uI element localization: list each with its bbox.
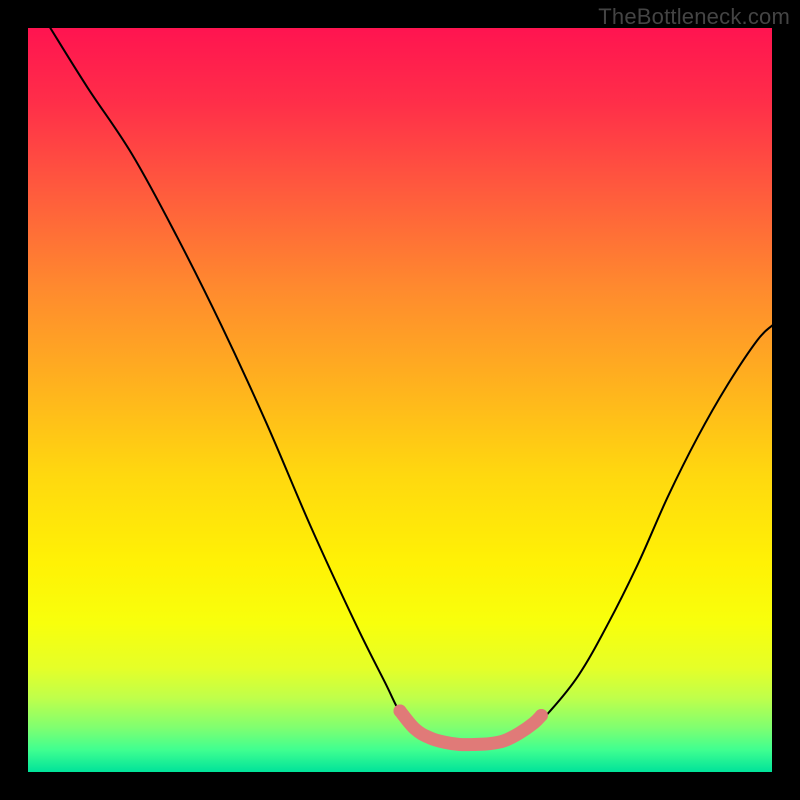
gradient-background	[28, 28, 772, 772]
plot-area	[28, 28, 772, 772]
attribution-text: TheBottleneck.com	[598, 4, 790, 30]
chart-frame: TheBottleneck.com	[0, 0, 800, 800]
plot-svg	[28, 28, 772, 772]
